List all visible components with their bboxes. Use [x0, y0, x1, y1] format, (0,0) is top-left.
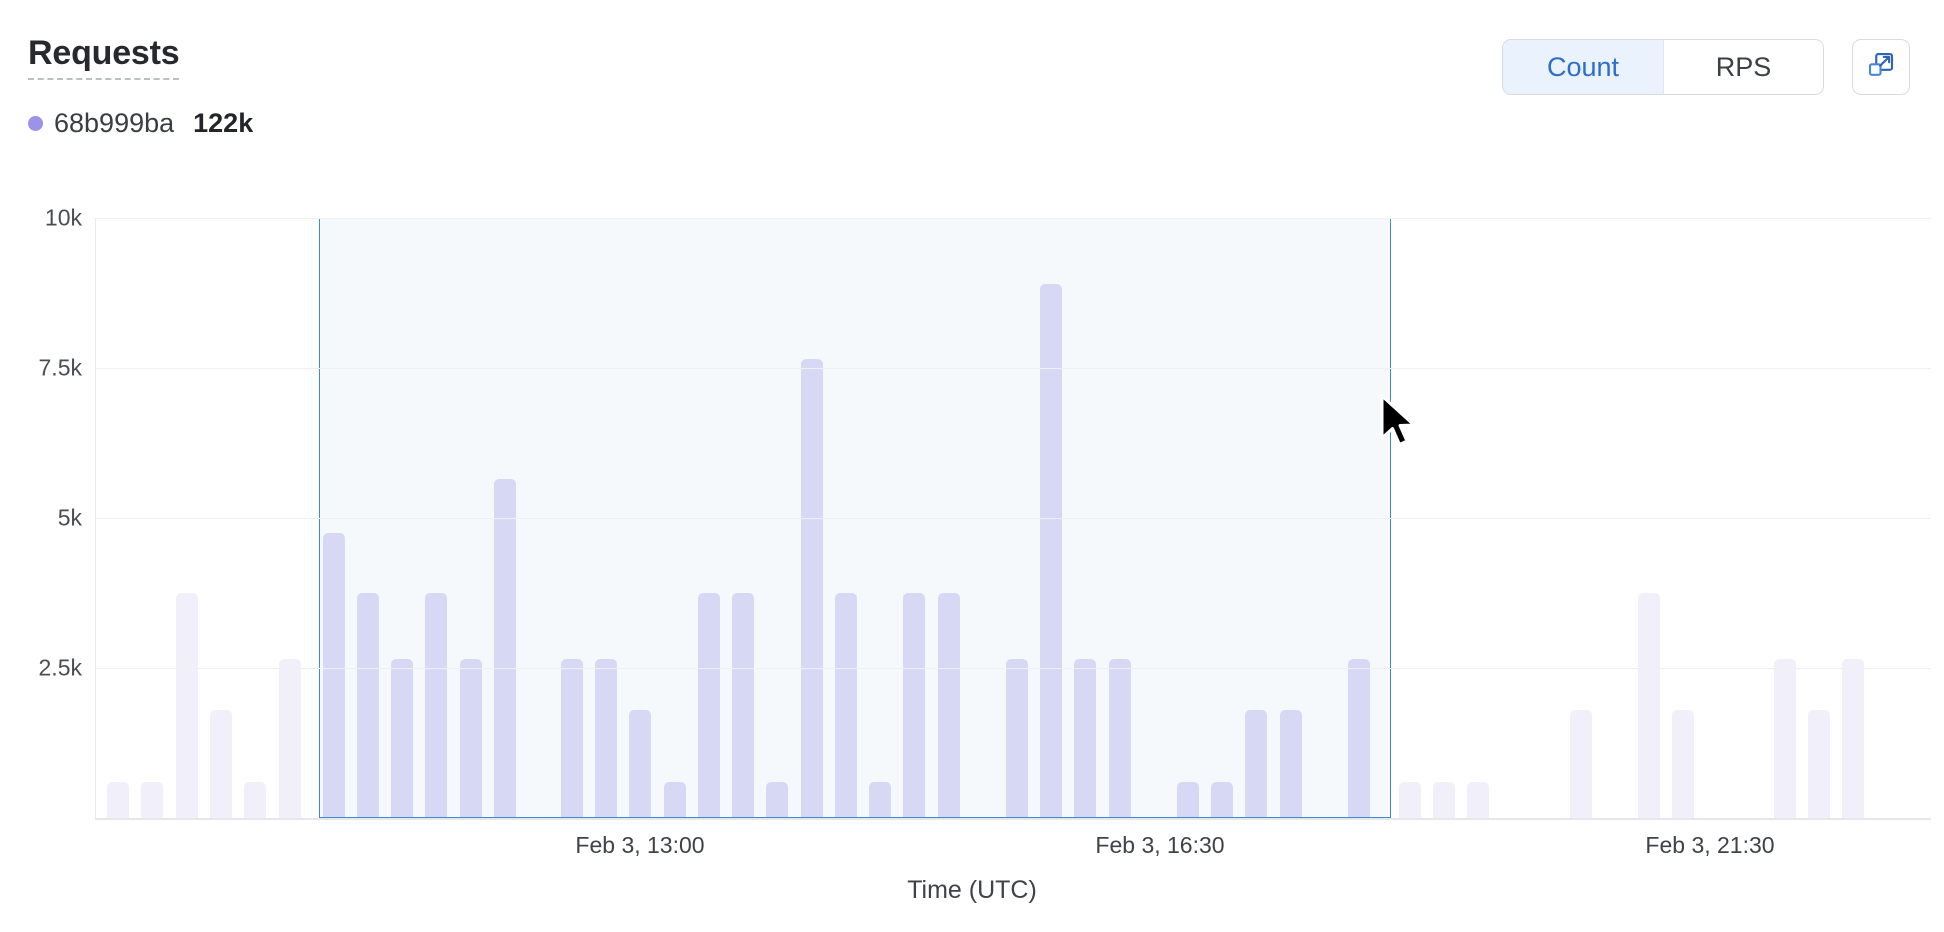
gridline	[96, 368, 1931, 369]
y-tick-label: 7.5k	[38, 354, 82, 381]
chart-bar[interactable]	[279, 659, 301, 818]
chart-bar[interactable]	[1638, 593, 1660, 818]
chart-bar[interactable]	[1570, 710, 1592, 818]
legend-series-value: 122k	[193, 108, 254, 138]
chart-bar[interactable]	[938, 593, 960, 818]
chart-bar[interactable]	[357, 593, 379, 818]
metric-mode-toggle[interactable]: Count RPS	[1502, 39, 1824, 95]
page-title: Requests	[28, 36, 180, 80]
expand-chart-button[interactable]	[1852, 39, 1910, 95]
x-axis-line	[95, 818, 1931, 820]
gridline	[96, 518, 1931, 519]
plot-area[interactable]	[95, 218, 1931, 818]
gridline	[96, 668, 1931, 669]
chart-bar[interactable]	[1245, 710, 1267, 818]
chart-bar[interactable]	[1348, 659, 1370, 818]
legend-color-dot	[28, 116, 43, 131]
x-axis-tick-labels: Feb 3, 13:00 Feb 3, 16:30 Feb 3, 21:30	[0, 832, 1944, 872]
chart-bar[interactable]	[561, 659, 583, 818]
panel-header: Requests Count RPS	[0, 0, 1944, 100]
chart-bar[interactable]	[176, 593, 198, 818]
chart-bar[interactable]	[460, 659, 482, 818]
chart-bar[interactable]	[801, 359, 823, 818]
chart-bar[interactable]	[1774, 659, 1796, 818]
gridline	[96, 218, 1931, 219]
chart-bar[interactable]	[425, 593, 447, 818]
chart-bar[interactable]	[210, 710, 232, 818]
chart-bar[interactable]	[1399, 782, 1421, 818]
x-axis-title: Time (UTC)	[907, 876, 1037, 904]
chart-bar[interactable]	[698, 593, 720, 818]
chart-bar[interactable]	[1040, 284, 1062, 818]
chart-bar[interactable]	[1177, 782, 1199, 818]
y-tick-label: 10k	[44, 204, 82, 231]
y-axis-ticks: 2.5k 5k 7.5k 10k	[0, 205, 1944, 818]
chart-bar[interactable]	[391, 659, 413, 818]
chart-bar[interactable]	[732, 593, 754, 818]
chart-bar[interactable]	[1808, 710, 1830, 818]
chart-bar[interactable]	[1211, 782, 1233, 818]
chart-bar[interactable]	[1467, 782, 1489, 818]
x-tick-label: Feb 3, 13:00	[575, 832, 705, 858]
chart-bar[interactable]	[664, 782, 686, 818]
x-tick-label: Feb 3, 16:30	[1095, 832, 1225, 858]
y-tick-label: 5k	[57, 504, 82, 531]
chart-area: 2.5k 5k 7.5k 10k Feb 3, 13:00 Feb 3, 16:30 Fe…	[0, 160, 1944, 932]
chart-bar[interactable]	[1842, 659, 1864, 818]
y-tick-label: 2.5k	[38, 654, 82, 681]
chart-bar[interactable]	[835, 593, 857, 818]
chart-bar[interactable]	[494, 479, 516, 818]
chart-bar[interactable]	[1433, 782, 1455, 818]
chart-bar[interactable]	[1074, 659, 1096, 818]
toggle-option-count[interactable]: Count	[1503, 40, 1663, 94]
toggle-option-rps[interactable]: RPS	[1663, 40, 1823, 94]
chart-bar[interactable]	[1672, 710, 1694, 818]
x-tick-label: Feb 3, 21:30	[1645, 832, 1775, 858]
chart-bar[interactable]	[903, 593, 925, 818]
chart-bar[interactable]	[107, 782, 129, 818]
chart-legend[interactable]: 68b999ba 122k	[28, 108, 253, 139]
chart-bar[interactable]	[595, 659, 617, 818]
chart-bar[interactable]	[766, 782, 788, 818]
expand-icon	[1866, 50, 1896, 85]
legend-series-name: 68b999ba	[54, 108, 175, 138]
chart-bar[interactable]	[244, 782, 266, 818]
chart-bar[interactable]	[323, 533, 345, 818]
chart-bar[interactable]	[1006, 659, 1028, 818]
chart-bar[interactable]	[869, 782, 891, 818]
chart-bar[interactable]	[141, 782, 163, 818]
chart-bar[interactable]	[629, 710, 651, 818]
chart-bar[interactable]	[1109, 659, 1131, 818]
chart-bar[interactable]	[1280, 710, 1302, 818]
